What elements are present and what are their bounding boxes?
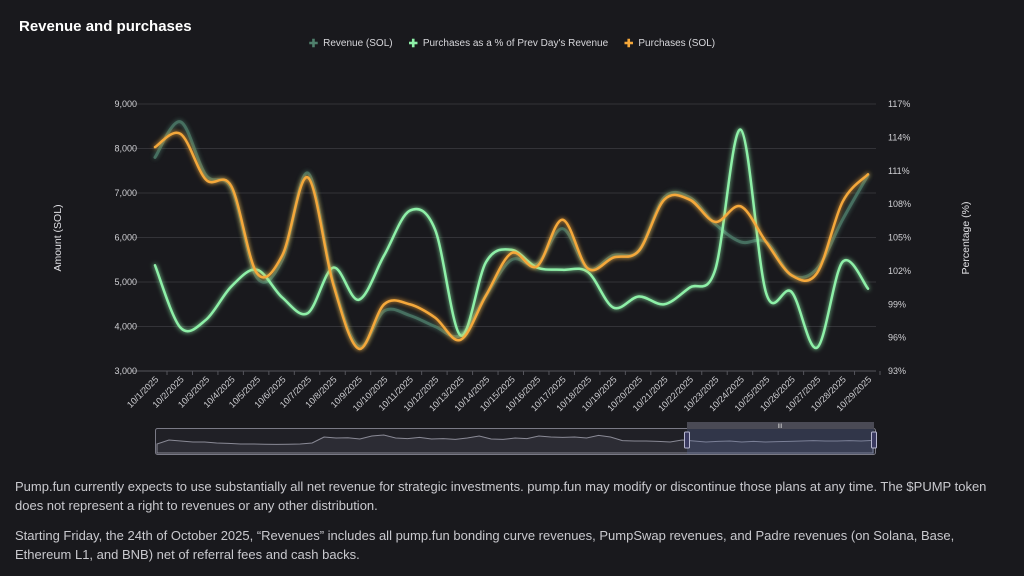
y2-tick-label: 117% bbox=[888, 99, 910, 109]
legend: ✚ Revenue (SOL) ✚ Purchases as a % of Pr… bbox=[0, 37, 1024, 50]
navigator-history-line bbox=[156, 434, 874, 454]
legend-marker-icon: ✚ bbox=[308, 38, 319, 50]
y-tick-label: 6,000 bbox=[114, 233, 137, 243]
y2-tick-label: 99% bbox=[888, 299, 906, 309]
navigator-handle[interactable] bbox=[871, 431, 877, 449]
legend-label: Revenue (SOL) bbox=[323, 38, 393, 49]
series-line-revenue bbox=[153, 120, 870, 349]
y-tick-label: 9,000 bbox=[114, 99, 137, 109]
legend-label: Purchases as a % of Prev Day's Revenue bbox=[422, 38, 609, 49]
y2-tick-label: 108% bbox=[888, 199, 911, 209]
legend-item-purchases-pct[interactable]: ✚ Purchases as a % of Prev Day's Revenue bbox=[409, 37, 609, 50]
grip-icon: III bbox=[777, 424, 782, 430]
y2-tick-label: 114% bbox=[888, 132, 910, 142]
legend-label: Purchases (SOL) bbox=[638, 38, 716, 49]
y2-tick-label: 96% bbox=[888, 333, 906, 343]
legend-item-revenue[interactable]: ✚ Revenue (SOL) bbox=[309, 37, 393, 50]
y-tick-label: 3,000 bbox=[114, 366, 137, 376]
revenue-definition-text: Starting Friday, the 24th of October 202… bbox=[15, 528, 955, 562]
y2-tick-label: 93% bbox=[888, 366, 906, 376]
chart-title: Revenue and purchases bbox=[19, 18, 192, 35]
navigator-handle[interactable] bbox=[684, 431, 690, 449]
legend-item-purchases[interactable]: ✚ Purchases (SOL) bbox=[624, 37, 715, 50]
chart: 3,000 4,000 5,000 6,000 7,000 8,000 9,000 93% 96… bbox=[52, 99, 972, 455]
legend-marker-icon: ✚ bbox=[408, 38, 418, 50]
y2-tick-label: 111% bbox=[888, 166, 910, 176]
range-navigator[interactable]: III bbox=[155, 422, 877, 455]
footer-notes: Pump.fun currently expects to use substa… bbox=[15, 477, 1005, 575]
y-tick-label: 7,000 bbox=[114, 188, 137, 198]
y-tick-label: 5,000 bbox=[114, 277, 137, 287]
legend-marker-icon: ✚ bbox=[624, 38, 634, 50]
y-tick-label: 8,000 bbox=[114, 144, 137, 154]
y2-tick-label: 102% bbox=[888, 266, 911, 276]
y2-tick-label: 105% bbox=[888, 233, 911, 243]
navigator-scrollbar-thumb bbox=[687, 422, 874, 429]
disclaimer-text: Pump.fun currently expects to use substa… bbox=[15, 479, 987, 513]
y-tick-label: 4,000 bbox=[114, 322, 137, 332]
y-axis-title: Amount (SOL) bbox=[52, 204, 64, 271]
navigator-selection bbox=[687, 429, 874, 454]
y2-axis-title: Percentage (%) bbox=[960, 202, 972, 275]
series-line-purchases bbox=[153, 131, 870, 350]
